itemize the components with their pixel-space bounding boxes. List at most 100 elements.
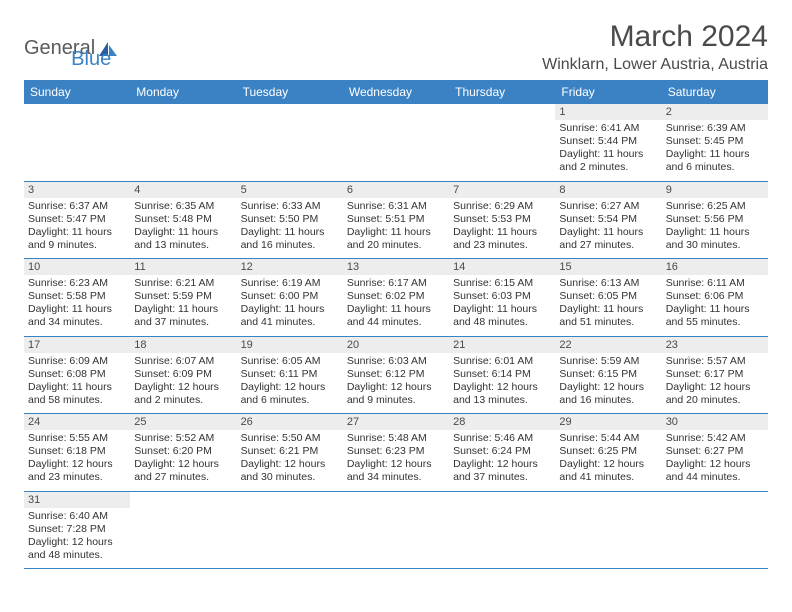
daylight1-text: Daylight: 11 hours (241, 226, 339, 239)
day-number: 17 (24, 337, 130, 353)
sunset-text: Sunset: 5:59 PM (134, 290, 232, 303)
sunset-text: Sunset: 6:14 PM (453, 368, 551, 381)
day-number: 23 (662, 337, 768, 353)
calendar-day-cell: 6Sunrise: 6:31 AMSunset: 5:51 PMDaylight… (343, 181, 449, 259)
daylight1-text: Daylight: 11 hours (347, 226, 445, 239)
calendar-day-cell: 25Sunrise: 5:52 AMSunset: 6:20 PMDayligh… (130, 414, 236, 492)
calendar-day-cell (237, 491, 343, 569)
daylight2-text: and 13 minutes. (134, 239, 232, 252)
calendar-day-cell: 27Sunrise: 5:48 AMSunset: 6:23 PMDayligh… (343, 414, 449, 492)
sunset-text: Sunset: 6:27 PM (666, 445, 764, 458)
calendar-day-cell: 31Sunrise: 6:40 AMSunset: 7:28 PMDayligh… (24, 491, 130, 569)
sunrise-text: Sunrise: 5:57 AM (666, 355, 764, 368)
day-number: 31 (24, 492, 130, 508)
sunrise-text: Sunrise: 6:23 AM (28, 277, 126, 290)
calendar-day-cell (237, 104, 343, 181)
calendar-day-cell: 11Sunrise: 6:21 AMSunset: 5:59 PMDayligh… (130, 259, 236, 337)
day-header: Monday (130, 80, 236, 104)
day-header: Saturday (662, 80, 768, 104)
day-number: 25 (130, 414, 236, 430)
daylight2-text: and 2 minutes. (134, 394, 232, 407)
daylight1-text: Daylight: 12 hours (347, 458, 445, 471)
sunrise-text: Sunrise: 6:07 AM (134, 355, 232, 368)
sunset-text: Sunset: 6:09 PM (134, 368, 232, 381)
calendar-day-cell (662, 491, 768, 569)
daylight1-text: Daylight: 11 hours (134, 226, 232, 239)
sunrise-text: Sunrise: 6:05 AM (241, 355, 339, 368)
day-number: 9 (662, 182, 768, 198)
daylight1-text: Daylight: 11 hours (28, 381, 126, 394)
calendar-day-cell: 12Sunrise: 6:19 AMSunset: 6:00 PMDayligh… (237, 259, 343, 337)
day-number: 7 (449, 182, 555, 198)
daylight2-text: and 48 minutes. (453, 316, 551, 329)
daylight1-text: Daylight: 12 hours (666, 458, 764, 471)
day-number: 18 (130, 337, 236, 353)
calendar-day-cell (449, 104, 555, 181)
sunrise-text: Sunrise: 6:11 AM (666, 277, 764, 290)
day-number: 5 (237, 182, 343, 198)
sunrise-text: Sunrise: 6:25 AM (666, 200, 764, 213)
day-number: 24 (24, 414, 130, 430)
daylight2-text: and 6 minutes. (241, 394, 339, 407)
sunrise-text: Sunrise: 5:46 AM (453, 432, 551, 445)
daylight2-text: and 55 minutes. (666, 316, 764, 329)
sunrise-text: Sunrise: 5:59 AM (559, 355, 657, 368)
title-block: March 2024 Winklarn, Lower Austria, Aust… (542, 20, 768, 74)
day-number: 6 (343, 182, 449, 198)
sunset-text: Sunset: 5:56 PM (666, 213, 764, 226)
day-number: 14 (449, 259, 555, 275)
daylight1-text: Daylight: 11 hours (559, 148, 657, 161)
sunset-text: Sunset: 5:54 PM (559, 213, 657, 226)
calendar-day-cell: 22Sunrise: 5:59 AMSunset: 6:15 PMDayligh… (555, 336, 661, 414)
sunrise-text: Sunrise: 6:33 AM (241, 200, 339, 213)
calendar-day-cell: 17Sunrise: 6:09 AMSunset: 6:08 PMDayligh… (24, 336, 130, 414)
day-number: 19 (237, 337, 343, 353)
calendar-day-cell: 28Sunrise: 5:46 AMSunset: 6:24 PMDayligh… (449, 414, 555, 492)
daylight2-text: and 51 minutes. (559, 316, 657, 329)
calendar-day-cell: 5Sunrise: 6:33 AMSunset: 5:50 PMDaylight… (237, 181, 343, 259)
page-title: March 2024 (542, 20, 768, 54)
daylight2-text: and 30 minutes. (241, 471, 339, 484)
day-header-row: Sunday Monday Tuesday Wednesday Thursday… (24, 80, 768, 104)
day-number: 30 (662, 414, 768, 430)
calendar-table: Sunday Monday Tuesday Wednesday Thursday… (24, 80, 768, 569)
daylight2-text: and 41 minutes. (241, 316, 339, 329)
day-number: 3 (24, 182, 130, 198)
sunrise-text: Sunrise: 6:19 AM (241, 277, 339, 290)
logo: General Blue (24, 26, 111, 71)
daylight1-text: Daylight: 12 hours (134, 381, 232, 394)
sunset-text: Sunset: 6:05 PM (559, 290, 657, 303)
calendar-day-cell: 1Sunrise: 6:41 AMSunset: 5:44 PMDaylight… (555, 104, 661, 181)
daylight1-text: Daylight: 12 hours (134, 458, 232, 471)
sunrise-text: Sunrise: 6:13 AM (559, 277, 657, 290)
calendar-day-cell (449, 491, 555, 569)
daylight1-text: Daylight: 11 hours (453, 303, 551, 316)
daylight2-text: and 58 minutes. (28, 394, 126, 407)
day-number: 8 (555, 182, 661, 198)
location-text: Winklarn, Lower Austria, Austria (542, 56, 768, 74)
day-header: Wednesday (343, 80, 449, 104)
day-number: 10 (24, 259, 130, 275)
daylight1-text: Daylight: 11 hours (559, 303, 657, 316)
calendar-day-cell: 29Sunrise: 5:44 AMSunset: 6:25 PMDayligh… (555, 414, 661, 492)
calendar-day-cell: 21Sunrise: 6:01 AMSunset: 6:14 PMDayligh… (449, 336, 555, 414)
calendar-day-cell (130, 104, 236, 181)
daylight1-text: Daylight: 12 hours (241, 381, 339, 394)
sunrise-text: Sunrise: 6:15 AM (453, 277, 551, 290)
day-number: 16 (662, 259, 768, 275)
calendar-day-cell: 8Sunrise: 6:27 AMSunset: 5:54 PMDaylight… (555, 181, 661, 259)
sunrise-text: Sunrise: 6:01 AM (453, 355, 551, 368)
calendar-week-row: 24Sunrise: 5:55 AMSunset: 6:18 PMDayligh… (24, 414, 768, 492)
daylight1-text: Daylight: 11 hours (241, 303, 339, 316)
sunrise-text: Sunrise: 5:42 AM (666, 432, 764, 445)
daylight2-text: and 16 minutes. (559, 394, 657, 407)
calendar-week-row: 17Sunrise: 6:09 AMSunset: 6:08 PMDayligh… (24, 336, 768, 414)
calendar-day-cell (24, 104, 130, 181)
sunset-text: Sunset: 5:47 PM (28, 213, 126, 226)
sunset-text: Sunset: 6:11 PM (241, 368, 339, 381)
sunset-text: Sunset: 6:08 PM (28, 368, 126, 381)
sunset-text: Sunset: 5:51 PM (347, 213, 445, 226)
daylight2-text: and 16 minutes. (241, 239, 339, 252)
sunset-text: Sunset: 6:18 PM (28, 445, 126, 458)
sunset-text: Sunset: 7:28 PM (28, 523, 126, 536)
